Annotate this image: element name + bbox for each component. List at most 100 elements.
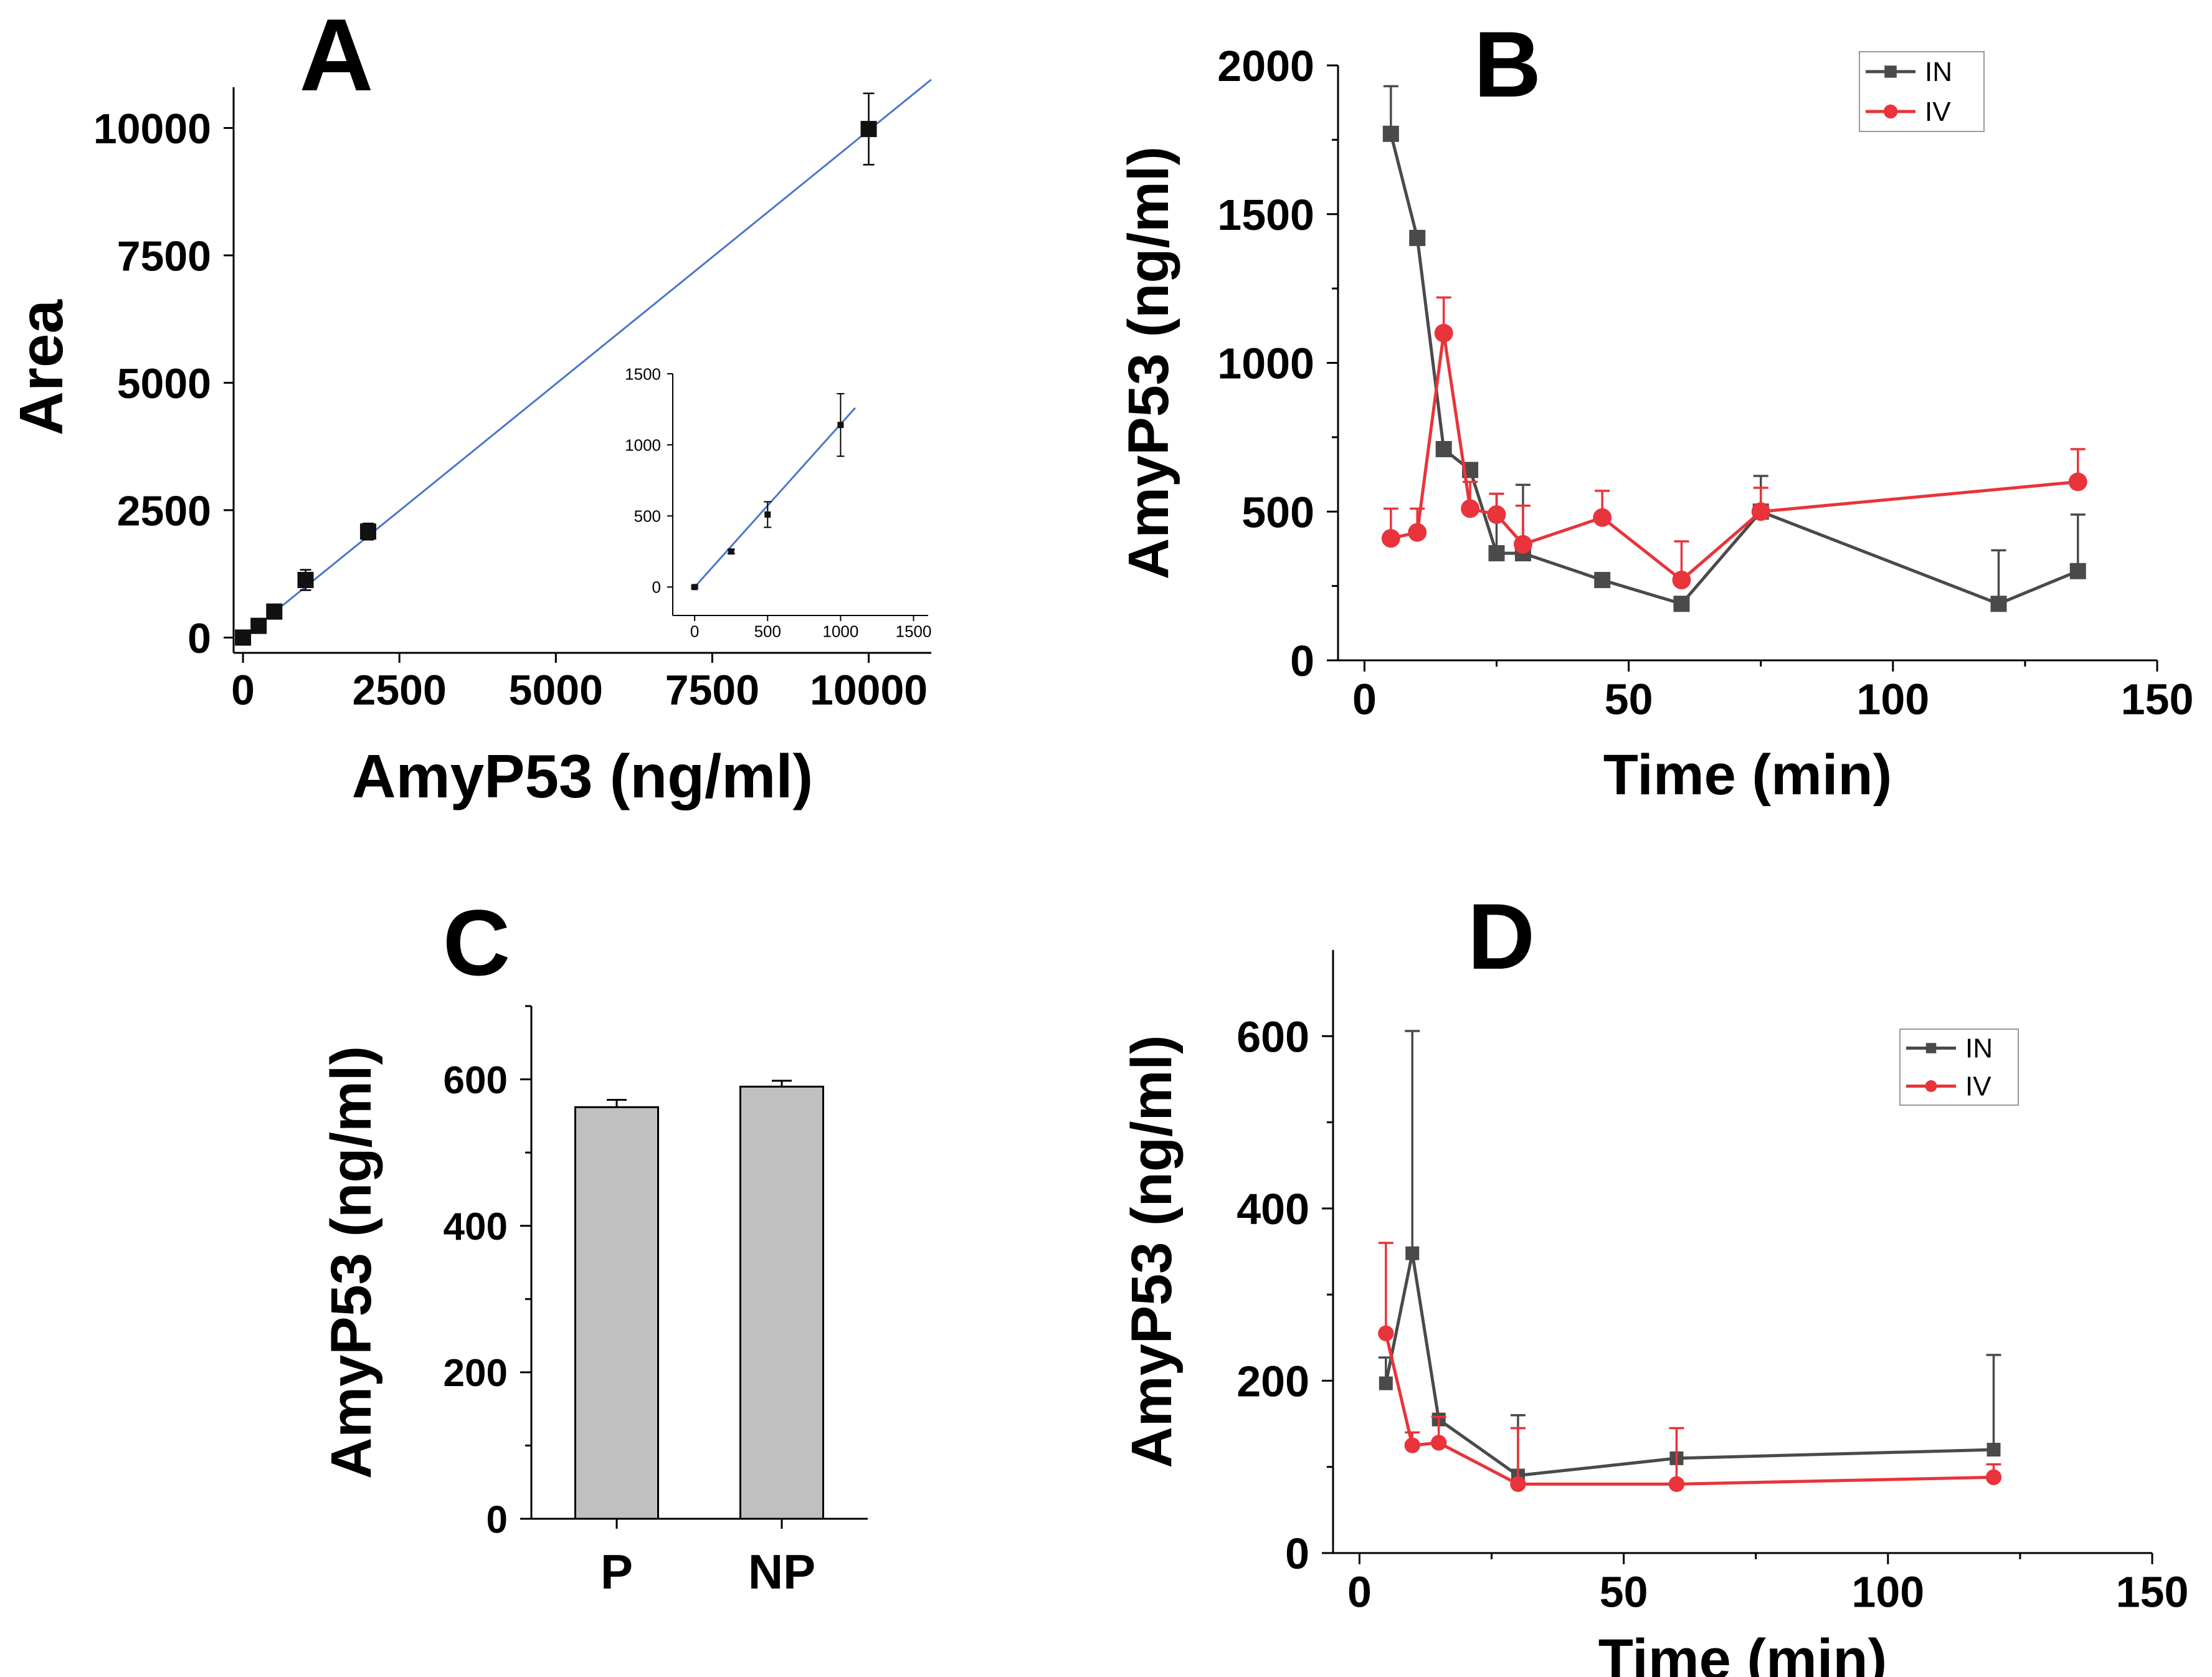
y-tick-label: 400 bbox=[444, 1205, 508, 1248]
y-axis-title: AmyP53 (ng/ml) bbox=[1120, 1035, 1184, 1468]
data-point bbox=[1987, 1443, 2001, 1457]
inset-chart: 0 500 1000 1500 0 500 1000 1500 bbox=[625, 364, 931, 640]
data-point bbox=[297, 572, 314, 589]
x-tick-label: 1500 bbox=[896, 622, 932, 641]
panel-label-d: D bbox=[1468, 884, 1535, 989]
y-tick-label: 2500 bbox=[117, 487, 211, 534]
data-point bbox=[1925, 1080, 1937, 1092]
panel-c-chart: C 0 200 400 600 AmyP53 (ng/ml) P NP bbox=[320, 890, 868, 1599]
x-tick-label: 7500 bbox=[665, 667, 759, 714]
x-tick-label: 1000 bbox=[823, 622, 859, 641]
panel-label-c: C bbox=[443, 890, 510, 995]
data-point bbox=[1668, 1476, 1685, 1493]
x-tick-label: 100 bbox=[1856, 675, 1929, 724]
x-tick-label: 50 bbox=[1600, 1568, 1648, 1617]
data-point bbox=[1593, 508, 1612, 527]
y-tick-label: 600 bbox=[1237, 1012, 1309, 1061]
x-tick-label: 150 bbox=[2116, 1568, 2189, 1617]
data-point bbox=[1487, 505, 1506, 524]
data-point bbox=[1510, 1476, 1526, 1493]
data-point bbox=[2068, 472, 2087, 492]
x-axis-title: Time (min) bbox=[1598, 1628, 1887, 1677]
series-line bbox=[1384, 1333, 1994, 1486]
data-point bbox=[235, 629, 252, 646]
data-point bbox=[2069, 563, 2086, 579]
y-tick-label: 200 bbox=[444, 1352, 508, 1395]
y-tick-label: 0 bbox=[1285, 1529, 1309, 1578]
x-tick-label: 5000 bbox=[509, 667, 603, 714]
y-tick-label: 500 bbox=[1241, 488, 1314, 536]
panel-label-a: A bbox=[299, 0, 373, 112]
x-axis-title: AmyP53 (ng/ml) bbox=[352, 742, 814, 810]
y-axis-title: AmyP53 (ng/ml) bbox=[1117, 146, 1180, 579]
x-tick-label: 0 bbox=[231, 667, 255, 714]
y-tick-label: 0 bbox=[1290, 637, 1314, 685]
y-tick-label: 0 bbox=[487, 1498, 508, 1541]
data-point bbox=[1382, 125, 1399, 142]
x-tick-label: 150 bbox=[2121, 675, 2194, 724]
y-tick-label: 10000 bbox=[93, 105, 211, 153]
series-iv bbox=[1378, 1242, 2002, 1493]
y-tick-label: 200 bbox=[1237, 1357, 1309, 1406]
data-point bbox=[359, 523, 376, 540]
y-tick-label: 0 bbox=[652, 578, 661, 597]
data-point bbox=[250, 617, 267, 634]
data-point bbox=[1513, 534, 1532, 554]
series-iv bbox=[1381, 296, 2087, 590]
data-point bbox=[1751, 502, 1770, 521]
y-tick-label: 1000 bbox=[1217, 340, 1314, 388]
data-point bbox=[1672, 571, 1691, 590]
legend: IN IV bbox=[1899, 1029, 2019, 1106]
series-line bbox=[1390, 333, 2078, 582]
y-tick-label: 1500 bbox=[625, 364, 661, 383]
x-tick-label: P bbox=[600, 1544, 633, 1599]
x-tick-label: 0 bbox=[1352, 675, 1377, 724]
x-axis-title: Time (min) bbox=[1603, 743, 1892, 807]
data-point bbox=[1431, 1435, 1447, 1451]
inset-data-point bbox=[691, 584, 698, 591]
data-point bbox=[1990, 596, 2007, 612]
x-tick-label: 100 bbox=[1851, 1568, 1924, 1617]
y-tick-label: 1500 bbox=[1217, 191, 1314, 239]
panel-label-b: B bbox=[1474, 12, 1541, 116]
legend: IN IV bbox=[1859, 51, 1985, 132]
y-axis-title: AmyP53 (ng/ml) bbox=[320, 1046, 383, 1479]
fit-line bbox=[242, 78, 932, 639]
data-point bbox=[1985, 1469, 2002, 1485]
y-axis-title: Area bbox=[7, 299, 75, 435]
legend-label: IV bbox=[1965, 1071, 1991, 1102]
data-point bbox=[1434, 323, 1453, 343]
series-line bbox=[1384, 1253, 1994, 1478]
data-point bbox=[1488, 545, 1505, 562]
data-point bbox=[860, 121, 877, 138]
legend-label: IN bbox=[1965, 1033, 1993, 1064]
y-tick-label: 600 bbox=[444, 1059, 508, 1102]
legend-label: IV bbox=[1925, 97, 1951, 127]
bar-np bbox=[739, 1085, 824, 1520]
x-tick-label: 0 bbox=[690, 622, 699, 641]
panel-b-chart: B 0 500 1000 1500 2000 0 50 100 150 Time (min) AmyP… bbox=[1117, 12, 2193, 807]
inset-data-point bbox=[728, 548, 734, 555]
data-point bbox=[1381, 529, 1400, 548]
data-point bbox=[1925, 1043, 1937, 1053]
data-point bbox=[1404, 1437, 1420, 1453]
y-tick-label: 1000 bbox=[625, 435, 661, 454]
legend-label: IN bbox=[1925, 57, 1952, 87]
data-point bbox=[1378, 1325, 1394, 1342]
data-point bbox=[1405, 1246, 1420, 1260]
data-point bbox=[1379, 1376, 1393, 1390]
data-point bbox=[1435, 440, 1452, 457]
data-point bbox=[1884, 65, 1897, 78]
legend-box bbox=[1899, 1029, 2019, 1106]
legend-box bbox=[1859, 51, 1985, 132]
y-tick-label: 5000 bbox=[117, 360, 211, 407]
inset-fit-line bbox=[694, 407, 856, 588]
data-point bbox=[1673, 596, 1690, 612]
inset-data-point bbox=[837, 422, 844, 429]
y-tick-label: 2000 bbox=[1217, 42, 1314, 90]
x-tick-label: 50 bbox=[1605, 675, 1653, 724]
x-tick-label: 10000 bbox=[810, 667, 928, 714]
data-point bbox=[266, 603, 283, 620]
